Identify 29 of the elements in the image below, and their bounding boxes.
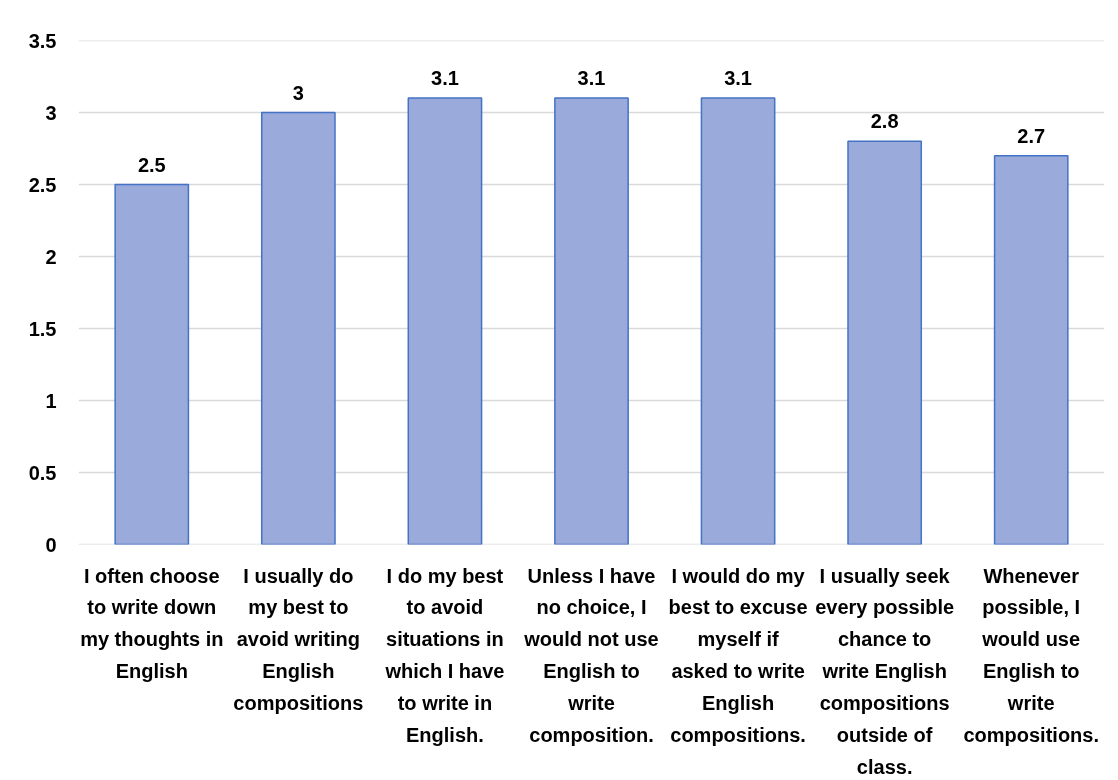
y-tick-label: 3.5 <box>28 29 57 52</box>
bar <box>993 154 1069 545</box>
data-label: 3.1 <box>724 67 752 90</box>
bar <box>260 111 336 545</box>
y-tick-label: 1 <box>45 389 57 412</box>
bar <box>847 140 923 545</box>
bar <box>407 97 483 545</box>
data-label: 3.1 <box>431 67 459 90</box>
y-tick-label: 0 <box>45 533 57 556</box>
x-tick-label: I do my best to avoid situations in which I have to write in English. <box>384 564 505 746</box>
x-tick-label: I often choose to write down my thoughts in English <box>80 564 224 683</box>
bar <box>700 97 776 545</box>
y-tick-label: 3 <box>45 101 57 124</box>
data-label: 2.8 <box>870 110 899 133</box>
bar <box>554 97 629 545</box>
data-label: 2.5 <box>137 153 166 176</box>
y-tick-label: 2.5 <box>28 173 57 196</box>
data-label: 3.1 <box>577 67 606 90</box>
y-tick-label: 1.5 <box>28 317 57 340</box>
x-tick-label: Unless I have no choice, I would not use English to write composition. <box>523 564 659 746</box>
data-label: 2.7 <box>1017 124 1046 147</box>
x-tick-label: I usually seek every possible chance to write English compositions outside of class. <box>815 564 955 778</box>
data-label: 3 <box>292 81 304 104</box>
x-tick-label: I would do my best to excuse myself if asked to write English compositions. <box>668 564 808 746</box>
x-tick-label: I usually do my best to avoid writing English compositions <box>233 564 364 715</box>
y-tick-label: 2 <box>45 245 57 268</box>
bar <box>114 183 190 545</box>
x-tick-label: Whenever possible, I would use English to write compositions. <box>963 564 1100 746</box>
y-tick-label: 0.5 <box>28 461 57 484</box>
